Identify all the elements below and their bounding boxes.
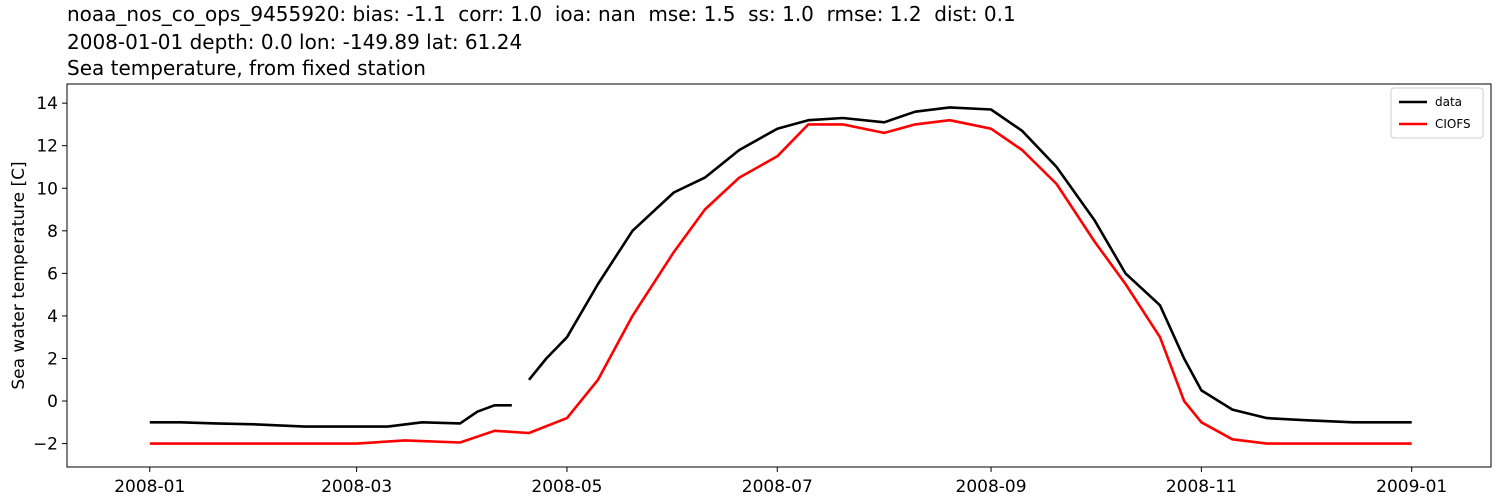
x-tick-label: 2008-07 xyxy=(742,477,813,497)
series-ciofs-line-0 xyxy=(149,118,1412,445)
series-layer xyxy=(149,106,1412,445)
y-tick-label: 14 xyxy=(36,94,58,114)
y-tick-label: 6 xyxy=(47,264,58,284)
legend: data CIOFS xyxy=(1390,87,1484,139)
y-ticks: −2 0 2 4 6 8 10 12 14 xyxy=(33,94,67,455)
y-tick-label: −2 xyxy=(33,435,58,455)
x-tick-label: 2008-05 xyxy=(531,477,602,497)
y-tick-label: 2 xyxy=(47,349,58,369)
x-tick-label: 2008-01 xyxy=(114,477,185,497)
y-tick-label: 8 xyxy=(47,222,58,242)
chart-title-line-1: noaa_nos_co_ops_9455920: bias: -1.1 corr… xyxy=(67,2,1016,26)
y-axis-label: Sea water temperature [C] xyxy=(9,161,29,389)
series-data-line-0 xyxy=(149,403,512,428)
x-tick-label: 2009-01 xyxy=(1376,477,1447,497)
y-tick-label: 4 xyxy=(47,307,58,327)
x-tick-label: 2008-03 xyxy=(321,477,392,497)
y-tick-label: 10 xyxy=(36,179,58,199)
legend-box xyxy=(1390,87,1484,139)
legend-label-data: data xyxy=(1435,95,1462,109)
x-ticks: 2008-01 2008-03 2008-05 2008-07 2008-09 2008-… xyxy=(114,467,1447,497)
chart-title-line-2: 2008-01-01 depth: 0.0 lon: -149.89 lat: … xyxy=(67,30,523,54)
y-tick-label: 0 xyxy=(47,392,58,412)
x-tick-label: 2008-11 xyxy=(1166,477,1237,497)
axes-frame xyxy=(66,83,1492,468)
chart-title-line-3: Sea temperature, from fixed station xyxy=(67,56,426,80)
series-data-line-1 xyxy=(527,106,1412,424)
y-tick-label: 12 xyxy=(36,137,58,157)
legend-label-ciofs: CIOFS xyxy=(1435,117,1471,131)
x-tick-label: 2008-09 xyxy=(956,477,1027,497)
